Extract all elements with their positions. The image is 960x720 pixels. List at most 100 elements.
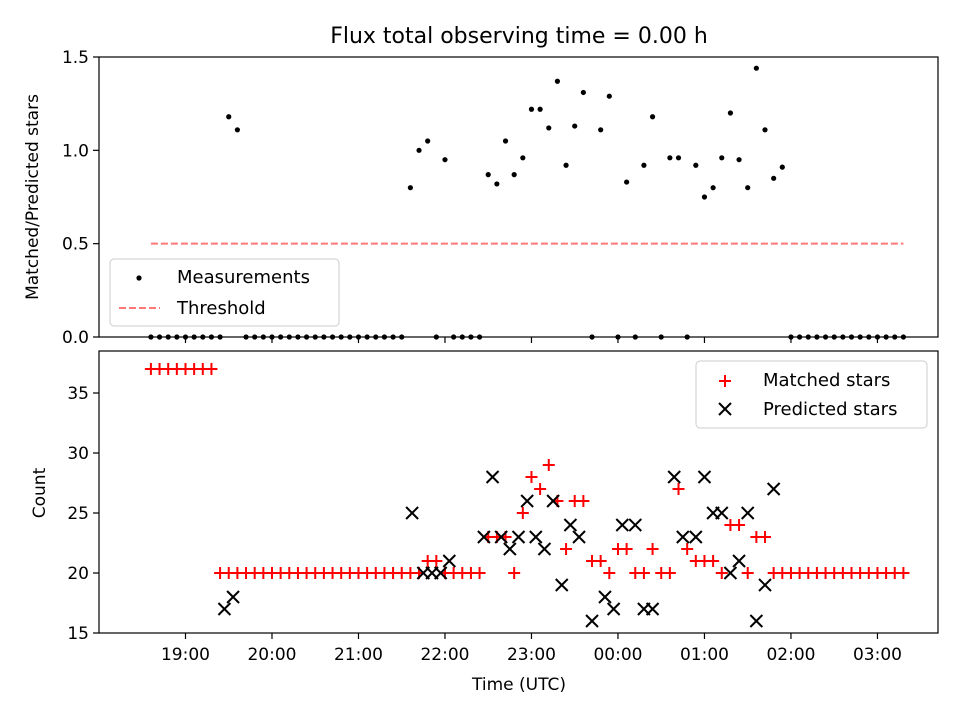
bottom-y-axis-label: Count [30,467,50,518]
x-tick-label: 19:00 [161,645,210,665]
measurement-point [537,106,543,112]
bottom-y-tick-label: 30 [67,444,89,464]
measurement-point [226,114,232,120]
measurement-point [286,334,292,340]
top-panel: 0.0 0.5 1.0 1.5 Matched/Predicted stars Mea… [23,48,939,348]
top-y-axis: 0.0 0.5 1.0 1.5 [62,48,99,348]
predicted-star-point [585,614,599,628]
measurement-point [364,334,370,340]
predicted-star-point [697,470,712,484]
x-tick-label: 00:00 [593,645,642,665]
predicted-star-point [615,518,630,532]
predicted-star-point [758,578,772,592]
measurement-point [459,334,465,340]
bottom-legend: Matched stars Predicted stars [695,360,928,429]
matched-star-point [594,555,607,567]
predicted-star-point [606,602,621,616]
measurement-point [217,334,223,340]
predicted-star-point [217,602,232,616]
measurement-point [200,334,206,340]
predicted-star-point [555,578,569,592]
measurement-point [148,334,154,340]
top-y-tick-label: 1.0 [62,141,89,161]
matched-star-point [741,567,754,579]
measurement-point [416,147,422,153]
measurement-point [831,334,837,340]
measurement-point [779,164,785,170]
measurement-point [295,334,301,340]
legend-matched-label: Matched stars [763,370,890,391]
measurement-point [347,334,353,340]
top-legend: Measurements Threshold [109,258,340,327]
predicted-star-point [689,530,703,544]
x-tick-label: 03:00 [853,645,902,665]
predicted-star-point [766,482,781,496]
x-tick-label: 02:00 [766,645,815,665]
measurement-point [381,334,388,340]
measurement-point [693,162,699,168]
measurement-point [442,157,448,163]
predicted-star-point [645,602,660,616]
measurement-point [511,172,517,178]
measurement-point [390,334,396,340]
bottom-panel: 15 20 25 30 35 19:00 20:00 21:00 22:00 23:00 00:0… [30,350,939,695]
measurement-point [252,334,258,340]
matched-star-point [681,543,694,555]
matched-star-point [707,555,720,567]
matched-star-point [603,567,616,579]
top-x-ticks [184,337,879,343]
predicted-star-point [485,470,500,484]
measurement-point [303,334,310,340]
x-axis-label: Time (UTC) [471,675,566,695]
measurement-point [485,172,491,178]
measurement-point [684,334,690,340]
measurement-point [476,334,483,340]
matched-star-point [663,567,676,579]
measurement-point [814,334,820,340]
measurement-point [563,162,569,168]
top-legend-box [109,258,340,327]
measurement-point [520,155,526,161]
matched-star-point [733,519,746,531]
measurement-point [753,65,759,71]
measurement-point [278,334,284,340]
predicted-star-point [537,542,552,556]
measurement-point [701,194,708,200]
matched-star-point [534,483,547,495]
measurement-point [321,334,327,340]
bottom-y-tick-label: 15 [67,624,89,644]
measurement-point [494,181,500,187]
matched-star-point [715,567,728,579]
measurement-point [892,334,898,340]
bottom-y-tick-label: 25 [67,504,89,524]
measurement-point [848,334,855,340]
predicted-star-point [405,506,419,520]
measurement-point [399,334,405,340]
bottom-y-axis: 15 20 25 30 35 [67,384,99,644]
matched-star-point [542,459,555,471]
measurement-point [745,185,751,191]
predicted-star-point [676,530,690,544]
predicted-star-point [723,566,738,580]
measurement-point [554,78,561,84]
measurement-point [572,123,578,129]
measurement-point [598,127,604,133]
top-y-tick-label: 0.5 [62,235,89,255]
legend-measurements-marker [136,275,142,281]
predicted-star-point [715,506,729,520]
bottom-y-tick-label: 35 [67,384,89,404]
x-tick-label: 21:00 [334,645,383,665]
measurement-point [243,334,249,340]
measurement-point [632,334,638,340]
measurement-point [736,157,742,163]
predicted-star-point [563,518,578,532]
matched-star-point [205,363,218,375]
measurement-point [338,334,344,340]
measurement-point [900,334,907,340]
measurement-point [208,334,215,340]
legend-matched-marker [719,375,731,387]
matched-star-point [473,567,486,579]
measurement-point [373,334,379,340]
x-tick-label: 22:00 [420,645,469,665]
